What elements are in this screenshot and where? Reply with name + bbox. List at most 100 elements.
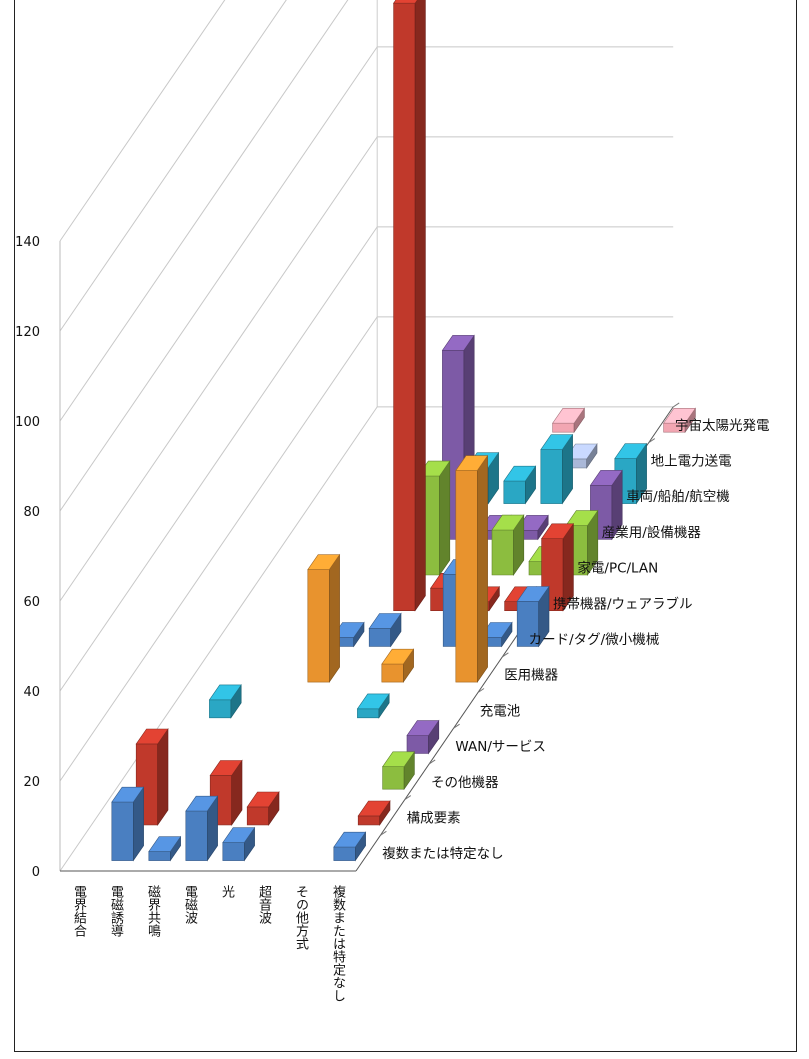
x-tick-label: 電界結合 — [71, 885, 87, 937]
bar-top — [516, 586, 550, 602]
depth-tick — [404, 795, 412, 801]
bar — [455, 454, 489, 684]
bar-top — [209, 760, 243, 776]
bar-side — [476, 454, 488, 684]
y-tick-label: 120 — [15, 325, 40, 340]
bar-front — [503, 480, 526, 504]
depth-tick-label: その他機器 — [431, 775, 499, 791]
bar-front — [552, 422, 575, 433]
bar-front — [246, 806, 270, 826]
bar — [246, 791, 280, 826]
bar — [208, 683, 242, 719]
label-layer: 0 20 40 60 80 100 120 140 電界結合 電磁誘導 磁界共鳴 電磁波 光 超音波 その他… — [15, 235, 769, 1002]
bar-top — [222, 827, 256, 843]
bar-top — [552, 407, 585, 424]
bar-front — [307, 569, 330, 683]
bar — [614, 442, 648, 505]
bar-front — [357, 815, 381, 826]
depth-tick — [502, 652, 509, 658]
depth-tick-label: 携帯機器/ウェアラブル — [553, 595, 693, 612]
bar-front — [209, 699, 232, 719]
bar-front — [393, 2, 416, 612]
bar-front — [540, 449, 563, 504]
bar-top — [135, 728, 169, 745]
bar-front — [491, 529, 514, 576]
bar-top — [368, 613, 402, 629]
bar-side — [439, 460, 451, 576]
bar-top — [185, 795, 219, 812]
bar-top — [356, 693, 390, 710]
bar-side — [328, 553, 340, 684]
bar-top — [565, 510, 599, 526]
bar-front — [333, 846, 356, 861]
bar — [552, 407, 585, 434]
gridline — [59, 0, 226, 242]
bar — [663, 407, 696, 434]
bar — [368, 612, 402, 648]
depth-tick-label: 医用機器 — [504, 668, 558, 684]
x-tick-label: 光 — [219, 885, 235, 898]
bar-top — [441, 335, 475, 351]
bar-front — [111, 801, 134, 861]
y-tick-label: 0 — [32, 865, 40, 880]
depth-tick-label: WAN/サービス — [455, 739, 546, 755]
bar — [382, 750, 415, 791]
bar — [148, 835, 182, 862]
y-tick-label: 140 — [15, 235, 40, 250]
bar-front — [455, 470, 478, 683]
x-tick-label: 複数または特定なし — [330, 884, 346, 1002]
depth-tick-label: 産業用/設備機器 — [602, 525, 702, 541]
bar-top — [406, 720, 440, 736]
bar — [307, 553, 341, 684]
depth-tick-label: 家電/PC/LAN — [577, 560, 658, 577]
y-tick-label: 20 — [23, 775, 40, 790]
gridline — [59, 46, 674, 512]
bar — [491, 514, 525, 576]
bar-top — [393, 0, 418, 4]
depth-tick — [477, 688, 485, 693]
bar-top — [663, 407, 696, 424]
bar-front — [406, 735, 429, 754]
depth-tick — [672, 402, 680, 408]
depth-tick — [380, 830, 387, 836]
depth-tick — [428, 759, 436, 765]
x-tick-label: 電磁波 — [182, 885, 198, 924]
grid-layer — [59, 0, 680, 872]
x-tick-label: 超音波 — [256, 885, 272, 924]
bar-top — [541, 523, 574, 540]
bar-front — [148, 851, 171, 861]
x-tick-label: 電磁誘導 — [108, 885, 124, 937]
bar — [406, 719, 440, 755]
depth-tick-label: 充電池 — [480, 703, 521, 719]
bar-front — [381, 663, 404, 683]
bar — [393, 0, 426, 612]
bar — [222, 826, 256, 862]
depth-tick-label: 宇宙太陽光発電 — [675, 418, 770, 434]
bar-front — [185, 810, 208, 861]
bar — [503, 465, 537, 505]
bar-top — [357, 800, 391, 817]
bar-top — [333, 831, 367, 848]
bar-front — [382, 766, 405, 790]
x-tick-label: 磁界共鳴 — [145, 885, 161, 937]
bar — [540, 433, 574, 505]
depth-tick — [453, 723, 460, 729]
bar-top — [503, 465, 537, 482]
bar-front — [357, 708, 380, 719]
gridline — [59, 0, 349, 422]
depth-tick-label: 車両/船舶/航空機 — [626, 489, 730, 505]
depth-tick — [648, 438, 656, 444]
bar-top — [246, 791, 280, 808]
bar-side — [414, 0, 426, 612]
bar-top — [455, 455, 489, 471]
bar-top — [382, 751, 415, 768]
depth-tick-label: 構成要素 — [407, 810, 461, 826]
bar-layer — [111, 0, 696, 862]
bar — [185, 795, 219, 862]
y-tick-label: 40 — [23, 685, 40, 700]
y-tick-label: 80 — [23, 505, 40, 520]
bar — [381, 648, 415, 684]
gridline — [59, 0, 287, 332]
bar-top — [208, 684, 242, 701]
